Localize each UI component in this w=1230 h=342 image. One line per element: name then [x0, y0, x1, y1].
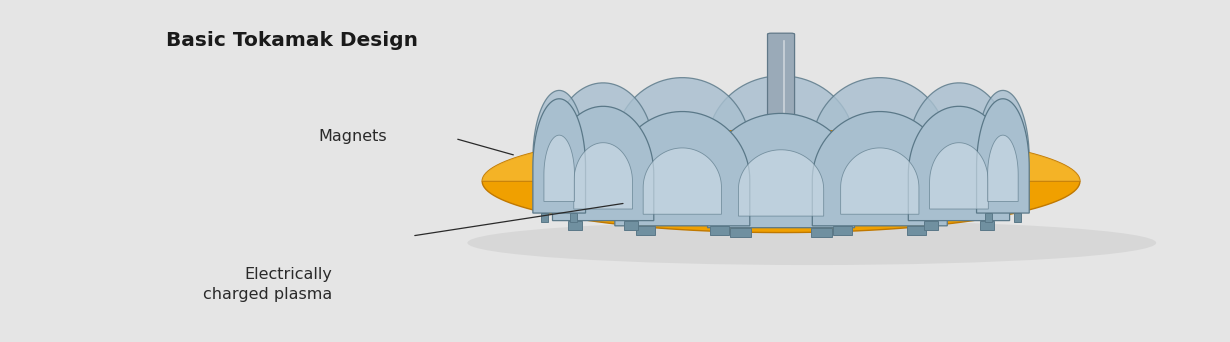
Polygon shape — [930, 119, 989, 186]
Bar — [811, 228, 831, 237]
Polygon shape — [615, 111, 750, 226]
Bar — [568, 197, 582, 206]
Polygon shape — [908, 106, 1010, 221]
Polygon shape — [812, 78, 947, 192]
Polygon shape — [977, 99, 1030, 213]
Bar — [636, 192, 654, 201]
Bar — [569, 205, 577, 214]
Polygon shape — [552, 106, 654, 221]
Polygon shape — [544, 135, 574, 201]
Polygon shape — [643, 114, 722, 180]
Polygon shape — [738, 150, 824, 216]
Bar — [624, 221, 638, 230]
Bar — [980, 221, 994, 230]
Polygon shape — [738, 112, 824, 179]
Bar — [985, 205, 993, 214]
Bar — [985, 213, 993, 222]
Bar — [1014, 213, 1021, 222]
Text: Electrically
charged plasma: Electrically charged plasma — [203, 267, 332, 302]
Text: Magnets: Magnets — [319, 129, 387, 144]
Polygon shape — [707, 114, 855, 228]
Ellipse shape — [467, 221, 1156, 265]
Polygon shape — [552, 83, 654, 197]
Polygon shape — [643, 148, 722, 214]
Polygon shape — [930, 143, 989, 209]
Polygon shape — [544, 127, 574, 193]
Bar — [710, 226, 729, 235]
Bar — [541, 205, 549, 214]
Polygon shape — [988, 127, 1018, 193]
Polygon shape — [988, 135, 1018, 201]
Ellipse shape — [637, 169, 925, 194]
Polygon shape — [533, 99, 585, 213]
Text: Basic Tokamak Design: Basic Tokamak Design — [166, 31, 418, 50]
Polygon shape — [482, 130, 1080, 195]
Polygon shape — [573, 119, 632, 186]
Bar — [1014, 205, 1021, 214]
FancyBboxPatch shape — [768, 33, 795, 220]
Bar — [636, 226, 654, 235]
Polygon shape — [482, 168, 1080, 233]
Polygon shape — [840, 114, 919, 180]
Polygon shape — [977, 90, 1030, 205]
Bar — [833, 226, 852, 235]
Bar — [833, 192, 852, 201]
Polygon shape — [707, 76, 855, 190]
Polygon shape — [812, 111, 947, 226]
Bar — [624, 197, 638, 206]
Bar — [924, 221, 938, 230]
Bar — [541, 213, 549, 222]
Bar — [731, 190, 752, 199]
Polygon shape — [840, 148, 919, 214]
Bar — [811, 190, 831, 199]
Polygon shape — [908, 83, 1010, 197]
Bar — [731, 228, 752, 237]
Bar — [908, 226, 926, 235]
Bar — [568, 221, 582, 230]
Bar — [569, 213, 577, 222]
Bar — [924, 197, 938, 206]
Polygon shape — [573, 143, 632, 209]
Bar — [908, 192, 926, 201]
Polygon shape — [482, 130, 1080, 195]
Polygon shape — [615, 78, 750, 192]
Polygon shape — [533, 90, 585, 205]
Bar — [980, 197, 994, 206]
Bar — [710, 192, 729, 201]
